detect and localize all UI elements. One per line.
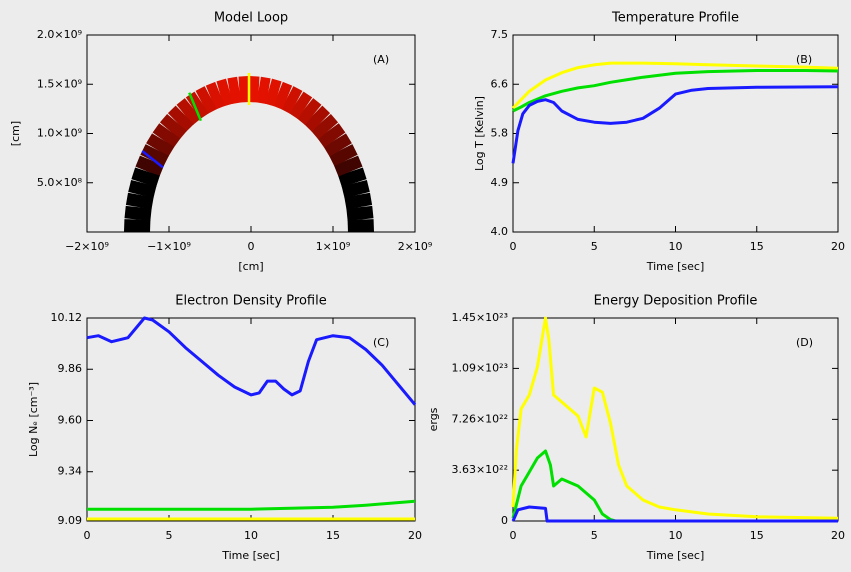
- loop-segment: [273, 81, 293, 110]
- x-axis-label: Time [sec]: [221, 549, 280, 562]
- x-tick-label: 20: [408, 529, 422, 542]
- x-tick-label: 0: [248, 240, 255, 253]
- y-axis-label: [cm]: [9, 121, 22, 146]
- loop-segment: [159, 114, 187, 140]
- loop-segment: [195, 86, 217, 114]
- x-axis-label: Time [sec]: [646, 260, 705, 273]
- x-tick-label: 15: [750, 240, 764, 253]
- x-tick-label: −1×10⁹: [147, 240, 191, 253]
- loop-segment: [296, 98, 322, 125]
- y-tick-label: 4.0: [491, 225, 509, 238]
- annotation: (B): [796, 53, 812, 66]
- chart-title: Model Loop: [214, 11, 288, 26]
- x-tick-label: 15: [750, 529, 764, 542]
- y-tick-label: 10.12: [51, 311, 83, 324]
- loop-segment: [167, 105, 194, 132]
- loop-segment: [131, 167, 160, 188]
- loop-segment: [344, 192, 373, 210]
- x-tick-label: 20: [831, 529, 845, 542]
- y-tick-label: 5.8: [491, 127, 509, 140]
- y-axis-label: Log Nₑ [cm⁻³]: [27, 382, 40, 457]
- y-tick-label: 6.6: [491, 77, 509, 90]
- series-line: [86, 316, 417, 406]
- loop-segment: [338, 167, 367, 188]
- series-line: [511, 61, 839, 110]
- x-tick-label: 2×10⁹: [398, 240, 433, 253]
- y-tick-label: 9.09: [58, 514, 83, 527]
- loop-segment: [128, 179, 157, 199]
- y-tick-label: 7.26×10²²: [451, 412, 508, 425]
- loop-segment: [317, 123, 346, 148]
- series-line: [512, 69, 839, 113]
- loop-segment: [216, 78, 234, 107]
- x-tick-label: 10: [244, 529, 258, 542]
- loop-segment: [135, 155, 165, 177]
- annotation: (A): [373, 53, 389, 66]
- x-tick-label: 1×10⁹: [316, 240, 351, 253]
- y-tick-label: 9.60: [58, 413, 83, 426]
- loop-segment: [329, 144, 358, 167]
- series-line: [87, 499, 416, 511]
- x-axis-label: Time [sec]: [646, 549, 705, 562]
- x-tick-label: 0: [510, 240, 517, 253]
- loop-segment: [227, 76, 242, 104]
- y-tick-label: 9.34: [58, 465, 83, 478]
- loop-segment: [281, 86, 303, 114]
- x-tick-label: 0: [84, 529, 91, 542]
- loop-segment: [346, 205, 374, 221]
- loop-segment: [152, 123, 181, 148]
- loop-segment: [289, 91, 313, 119]
- y-axis-label: ergs: [427, 407, 440, 431]
- plot-area: [512, 317, 839, 522]
- y-tick-label: 2.0×10⁹: [37, 28, 82, 41]
- loop-segment: [176, 98, 202, 125]
- y-tick-label: 4.9: [491, 176, 509, 189]
- chart-title: Energy Deposition Profile: [594, 294, 758, 309]
- annotation: (D): [796, 336, 813, 349]
- series-line: [511, 449, 616, 523]
- x-tick-label: 10: [669, 240, 683, 253]
- y-tick-label: 5.0×10⁸: [37, 176, 83, 189]
- loop-segment: [256, 76, 271, 104]
- y-tick-label: 0: [501, 514, 508, 527]
- chart-title: Electron Density Profile: [175, 294, 326, 309]
- annotation: (C): [373, 336, 389, 349]
- x-axis-label: [cm]: [238, 260, 263, 273]
- loop-segment: [205, 81, 225, 110]
- y-tick-label: 1.45×10²³: [451, 311, 508, 324]
- series-line: [511, 505, 838, 523]
- loop-segment: [333, 155, 363, 177]
- y-axis-label: Log T [Kelvin]: [473, 96, 486, 171]
- x-tick-label: 5: [591, 240, 598, 253]
- loop-segment: [341, 179, 370, 199]
- x-tick-label: −2×10⁹: [65, 240, 109, 253]
- loop-marker: [188, 92, 202, 122]
- y-tick-label: 1.0×10⁹: [37, 127, 82, 140]
- loop-segment: [146, 133, 175, 157]
- y-tick-label: 7.5: [491, 28, 509, 41]
- y-tick-label: 9.86: [58, 362, 83, 375]
- chart-title: Temperature Profile: [611, 11, 739, 26]
- loop-segment: [124, 205, 152, 221]
- loop-segment: [264, 78, 282, 107]
- x-tick-label: 5: [166, 529, 173, 542]
- x-tick-label: 5: [591, 529, 598, 542]
- loop-segment: [304, 105, 331, 132]
- y-tick-label: 1.09×10²³: [451, 361, 508, 374]
- series-line: [511, 316, 839, 520]
- x-tick-label: 10: [669, 529, 683, 542]
- loop-segment: [125, 192, 154, 210]
- loop-segment: [323, 133, 352, 157]
- x-tick-label: 15: [326, 529, 340, 542]
- loop-marker: [141, 150, 164, 169]
- series-line: [511, 85, 839, 164]
- loop-segment: [238, 76, 250, 103]
- y-tick-label: 3.63×10²²: [451, 463, 508, 476]
- loop-segment: [311, 114, 339, 140]
- x-tick-label: 0: [510, 529, 517, 542]
- y-tick-label: 1.5×10⁹: [37, 77, 82, 90]
- x-tick-label: 20: [831, 240, 845, 253]
- loop-segment: [248, 76, 260, 103]
